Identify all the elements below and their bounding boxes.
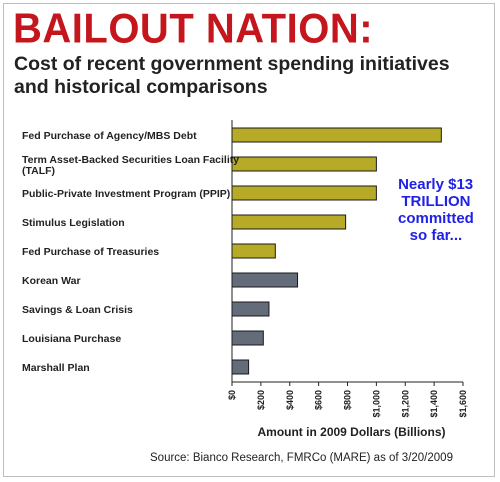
- bar-6: [231, 272, 299, 288]
- bar-5: [231, 243, 276, 259]
- category-label: Stimulus Legislation: [22, 217, 125, 229]
- x-ticks-group: $0 $200 $400 $600 $800 $1,000 $1,200 $1,400 $1,6…: [227, 382, 468, 418]
- bar-9: [231, 359, 250, 375]
- x-tick-label: $0: [227, 390, 237, 400]
- bar-3: [231, 185, 377, 201]
- category-label: Fed Purchase of Treasuries: [22, 246, 159, 258]
- bars-group: [231, 127, 442, 375]
- x-tick-label: $600: [314, 390, 324, 410]
- category-label: Savings & Loan Crisis: [22, 304, 133, 316]
- bar-8: [231, 330, 264, 346]
- category-label: Term Asset-Backed Securities Loan Facili…: [22, 154, 239, 177]
- annotation-line: TRILLION: [401, 193, 470, 210]
- chart-subtitle: Cost of recent government spending initi…: [14, 53, 450, 98]
- x-tick-label: $1,000: [371, 390, 381, 418]
- annotation-line: committed: [398, 210, 474, 227]
- x-tick-label: $1,200: [400, 390, 410, 418]
- x-tick-label: $400: [285, 390, 295, 410]
- bar-4: [231, 214, 347, 230]
- category-label: Public-Private Investment Program (PPIP): [22, 188, 230, 200]
- annotation-line: Nearly $13: [398, 176, 473, 193]
- category-label: Louisiana Purchase: [22, 333, 121, 345]
- category-labels-group: Fed Purchase of Agency/MBS Debt Term Asse…: [22, 130, 239, 374]
- chart-frame: [3, 3, 495, 477]
- x-tick-label: $1,400: [429, 390, 439, 418]
- annotation-line: so far...: [410, 227, 463, 244]
- bar-7: [231, 301, 270, 317]
- x-tick-label: $1,600: [458, 390, 468, 418]
- bar-1: [231, 127, 442, 143]
- x-axis-title: Amount in 2009 Dollars (Billions): [257, 425, 445, 439]
- category-label: Fed Purchase of Agency/MBS Debt: [22, 130, 197, 142]
- bar-2: [231, 156, 377, 172]
- x-tick-label: $200: [256, 390, 266, 410]
- category-label: Korean War: [22, 275, 81, 287]
- x-tick-label: $800: [343, 390, 353, 410]
- source-note: Source: Bianco Research, FMRCo (MARE) as…: [150, 452, 453, 464]
- headline: BAILOUT NATION:: [13, 5, 374, 53]
- category-label: Marshall Plan: [22, 362, 90, 374]
